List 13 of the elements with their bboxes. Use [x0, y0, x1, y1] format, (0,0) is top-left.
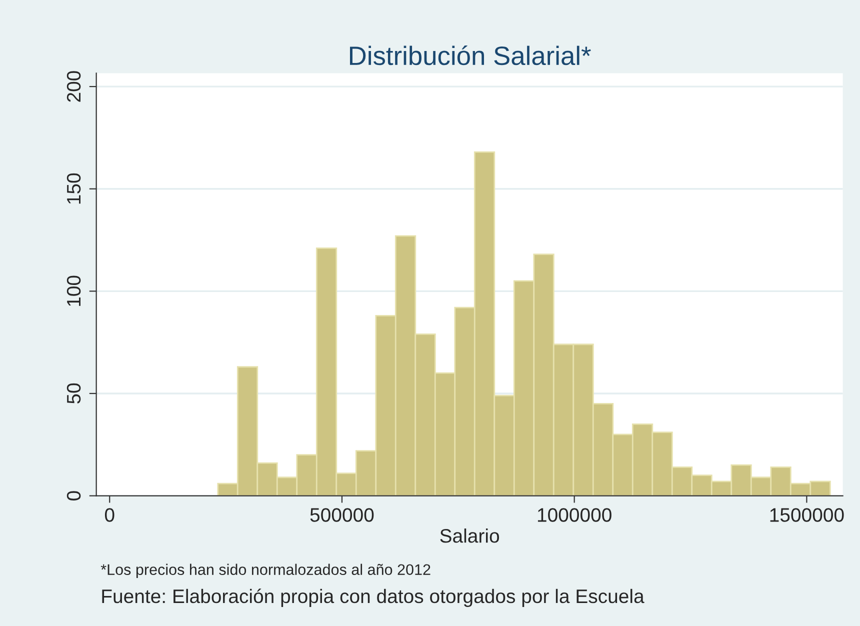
chart-title: Distribución Salarial* [350, 45, 591, 66]
x-axis-title: Salario [440, 528, 500, 543]
text: *Los precios han sido normalozados al año 2012 [100, 564, 430, 578]
y-tick-label: 100 [66, 276, 81, 306]
x-tick-label: 0 [104, 508, 114, 522]
source-note: Fuente: Elaboración propia con datos otorgados por la Escuela [102, 588, 644, 608]
x-tick-label: 1500000 [770, 508, 844, 522]
y-tick-label: 0 [66, 491, 81, 500]
y-tick-label: 150 [66, 173, 81, 204]
x-tick-label: 1000000 [538, 508, 612, 522]
x-tick-label: 500000 [310, 508, 374, 522]
y-tick-label: 50 [66, 383, 81, 404]
y-tick-label: 200 [66, 71, 81, 102]
